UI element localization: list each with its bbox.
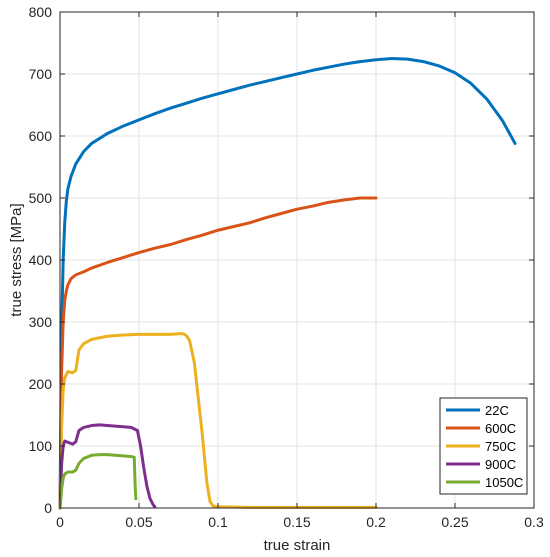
- x-tick-label: 0.05: [125, 514, 152, 530]
- y-tick-label: 700: [29, 66, 53, 82]
- y-tick-label: 600: [29, 128, 53, 144]
- y-tick-label: 300: [29, 314, 53, 330]
- legend-label: 900C: [485, 457, 516, 472]
- legend-label: 600C: [485, 421, 516, 436]
- x-tick-label: 0.15: [283, 514, 310, 530]
- x-tick-label: 0.1: [208, 514, 228, 530]
- y-tick-label: 100: [29, 438, 53, 454]
- series-line-600c: [58, 196, 378, 510]
- legend-label: 1050C: [485, 475, 523, 490]
- legend: 22C 600C 750C 900C 1050C: [439, 397, 528, 495]
- series-line-1050c: [58, 453, 138, 510]
- legend-label: 750C: [485, 439, 516, 454]
- x-tick-label: 0.25: [441, 514, 468, 530]
- y-tick-labels: 0 100 200 300 400 500 600 700 800: [29, 4, 53, 516]
- y-tick-label: 0: [44, 500, 52, 516]
- y-axis-label: true stress [MPa]: [8, 203, 25, 316]
- series-line-750c: [58, 332, 378, 510]
- series-lines: [58, 57, 517, 510]
- y-tick-label: 800: [29, 4, 53, 20]
- x-tick-label: 0.2: [366, 514, 386, 530]
- legend-label: 22C: [485, 403, 509, 418]
- series-line-900c: [58, 423, 157, 510]
- x-tick-label: 0.3: [524, 514, 544, 530]
- series-line-22c: [58, 57, 517, 510]
- x-tick-label: 0: [56, 514, 64, 530]
- x-tick-labels: 0 0.05 0.1 0.15 0.2 0.25 0.3: [56, 514, 544, 530]
- x-axis-label: true strain: [264, 537, 331, 554]
- y-tick-label: 500: [29, 190, 53, 206]
- tick-marks: [59, 11, 535, 509]
- y-tick-label: 200: [29, 376, 53, 392]
- y-tick-label: 400: [29, 252, 53, 268]
